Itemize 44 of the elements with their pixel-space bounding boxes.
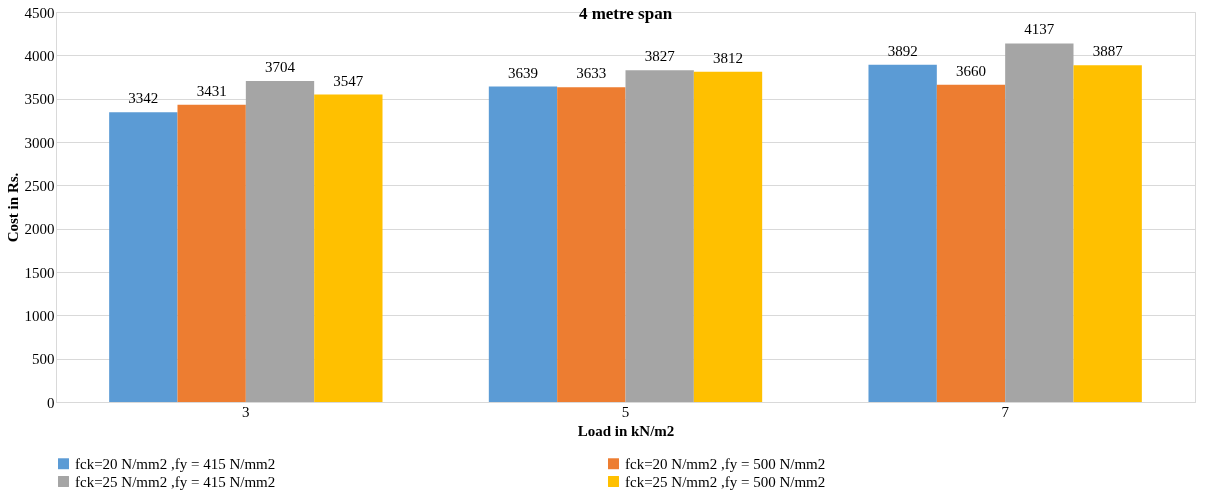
data-label: 3812 <box>713 49 744 66</box>
data-label: 3431 <box>196 82 227 99</box>
data-label: 3827 <box>644 48 676 65</box>
bar <box>245 80 315 402</box>
y-tick-label: 0 <box>47 394 55 411</box>
bar <box>1005 43 1074 402</box>
y-tick-label: 500 <box>32 351 55 368</box>
x-tick-label: 7 <box>1001 403 1010 420</box>
bar <box>1073 65 1142 402</box>
bar <box>557 87 626 402</box>
y-axis-title: Cost in Rs. <box>4 172 21 243</box>
bar <box>625 70 694 402</box>
y-tick-label: 2000 <box>24 221 55 238</box>
y-tick-label: 4000 <box>24 47 55 64</box>
y-tick-label: 1500 <box>24 264 55 281</box>
y-tick-label: 1000 <box>24 307 55 324</box>
chart-title: 4 metre span <box>578 4 673 23</box>
x-axis-title: Load in kN/m2 <box>577 422 675 439</box>
data-label: 3660 <box>956 62 986 79</box>
x-tick-label: 3 <box>242 403 250 420</box>
data-label: 3887 <box>1092 43 1124 60</box>
data-label: 3639 <box>507 64 538 81</box>
legend-label: fck=25 N/mm2 ,fy = 415 N/mm2 <box>75 473 276 490</box>
bar <box>936 84 1006 402</box>
data-label: 3633 <box>576 65 607 82</box>
data-label: 4137 <box>1024 21 1055 38</box>
legend-label: fck=20 N/mm2 ,fy = 500 N/mm2 <box>625 455 826 472</box>
data-label: 3342 <box>128 90 159 107</box>
y-tick-label: 2500 <box>24 177 55 194</box>
legend-label: fck=25 N/mm2 ,fy = 500 N/mm2 <box>625 473 826 490</box>
y-tick-label: 3000 <box>24 134 55 151</box>
bar <box>488 86 558 402</box>
bar <box>868 64 937 402</box>
y-tick-label: 3500 <box>24 91 55 108</box>
bar <box>314 94 383 402</box>
bar <box>109 112 178 402</box>
y-tick-label: 4500 <box>24 4 55 21</box>
x-tick-label: 5 <box>621 403 630 420</box>
data-label: 3704 <box>265 58 296 75</box>
bar <box>693 71 763 402</box>
bar <box>177 104 246 402</box>
data-label: 3892 <box>887 42 918 59</box>
legend-label: fck=20 N/mm2 ,fy = 415 N/mm2 <box>75 455 276 472</box>
data-label: 3547 <box>333 72 364 89</box>
